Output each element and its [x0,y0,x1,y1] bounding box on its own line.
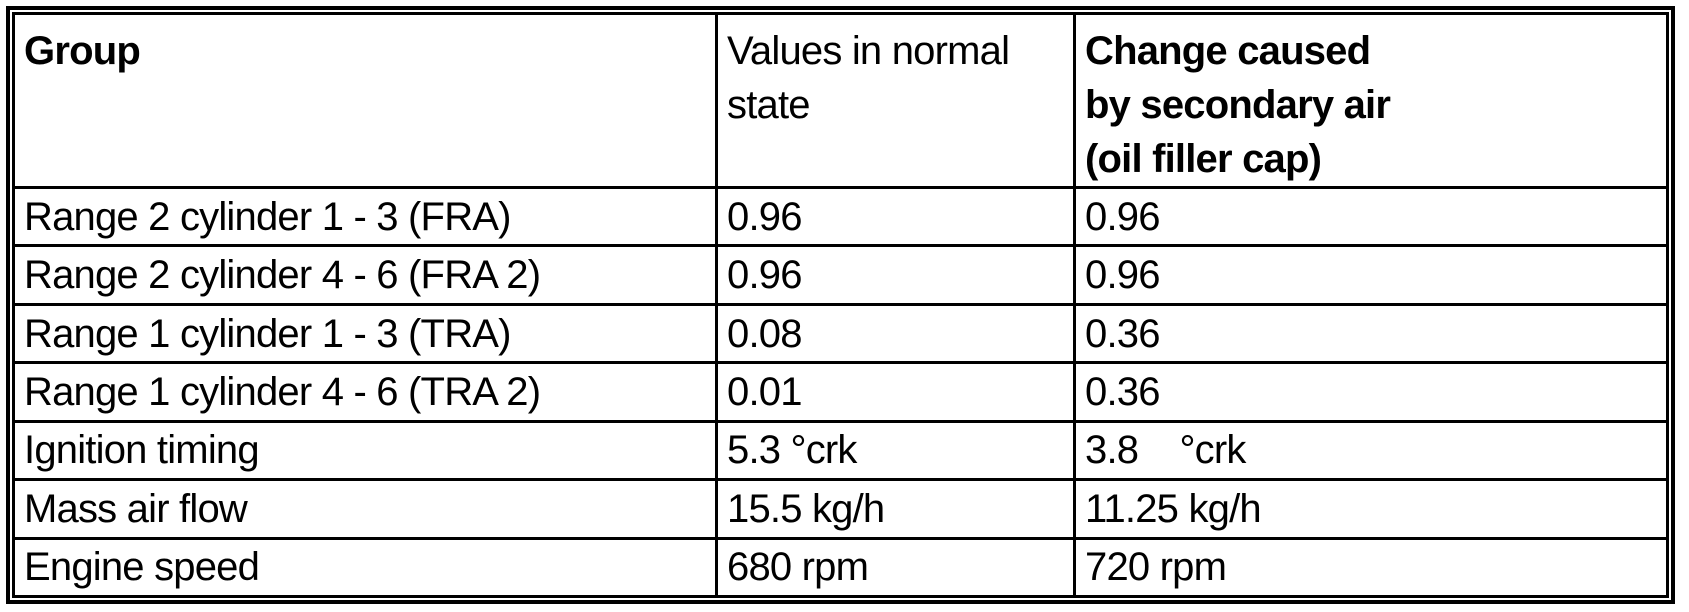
header-group: Group [12,12,718,189]
normal-value-cell: 15.5 kg/h [715,478,1076,540]
group-cell: Range 2 cylinder 4 - 6 (FRA 2) [12,244,718,306]
normal-value-cell: 0.01 [715,361,1076,423]
table-row: Range 1 cylinder 1 - 3 (TRA) 0.08 0.36 [12,302,1669,365]
normal-value-cell: 680 rpm [715,536,1076,599]
group-cell: Range 1 cylinder 1 - 3 (TRA) [12,302,718,365]
header-row: Group Values in normal state Change caus… [12,12,1669,189]
normal-value-cell: 0.96 [715,244,1076,306]
group-cell: Mass air flow [12,478,718,540]
header-values-normal-state: Values in normal state [715,12,1076,189]
normal-value-cell: 0.08 [715,302,1076,365]
table-frame: Group Values in normal state Change caus… [6,6,1675,604]
normal-value-cell: 0.96 [715,185,1076,248]
change-value-cell: 11.25 kg/h [1073,478,1669,540]
table-row: Range 2 cylinder 4 - 6 (FRA 2) 0.96 0.96 [12,244,1669,306]
table-row: Range 2 cylinder 1 - 3 (FRA) 0.96 0.96 [12,185,1669,248]
normal-value-cell: 5.3 °crk [715,419,1076,482]
change-value-cell: 0.96 [1073,244,1669,306]
table-row: Range 1 cylinder 4 - 6 (TRA 2) 0.01 0.36 [12,361,1669,423]
diagnostic-values-table: Group Values in normal state Change caus… [12,12,1669,599]
table-row: Engine speed 680 rpm 720 rpm [12,536,1669,599]
group-cell: Engine speed [12,536,718,599]
group-cell: Ignition timing [12,419,718,482]
change-value-cell: 720 rpm [1073,536,1669,599]
change-value-cell: 0.96 [1073,185,1669,248]
header-change-secondary-air: Change caused by secondary air (oil fill… [1073,12,1669,189]
table-row: Ignition timing 5.3 °crk 3.8 °crk [12,419,1669,482]
group-cell: Range 2 cylinder 1 - 3 (FRA) [12,185,718,248]
group-cell: Range 1 cylinder 4 - 6 (TRA 2) [12,361,718,423]
table-row: Mass air flow 15.5 kg/h 11.25 kg/h [12,478,1669,540]
change-value-cell: 0.36 [1073,302,1669,365]
change-value-cell: 3.8 °crk [1073,419,1669,482]
change-value-cell: 0.36 [1073,361,1669,423]
